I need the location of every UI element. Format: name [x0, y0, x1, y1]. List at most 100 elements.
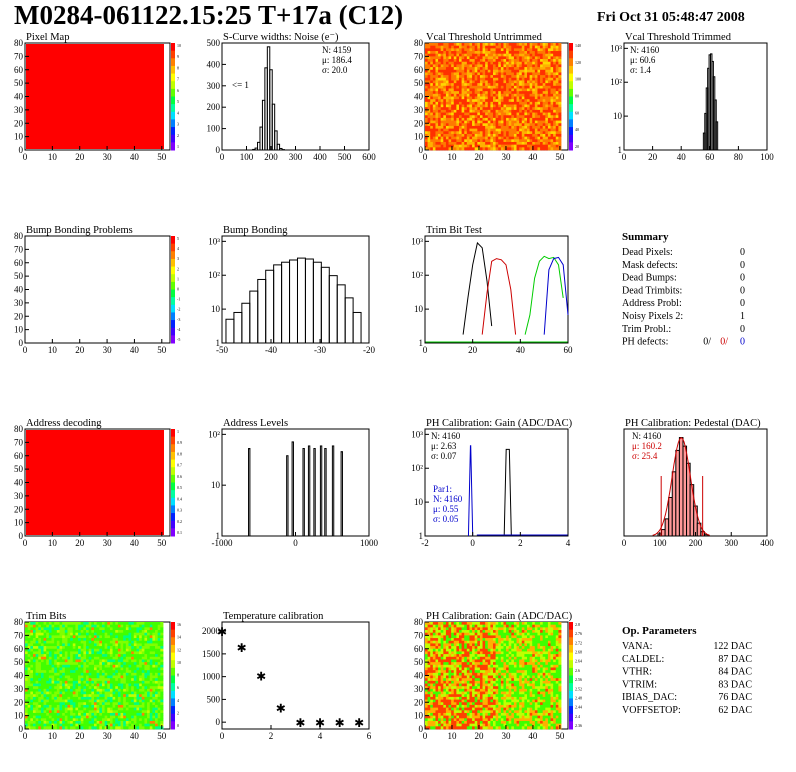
heatmap-cell	[38, 646, 42, 650]
heatmap-cell	[27, 707, 31, 711]
heatmap-cell	[542, 72, 546, 76]
heatmap-cell	[461, 136, 465, 140]
heatmap-cell	[453, 646, 457, 650]
heatmap-cell	[524, 101, 528, 105]
heatmap-cell	[78, 622, 82, 626]
heatmap-cell	[438, 699, 442, 703]
heatmap-cell	[498, 144, 502, 148]
heatmap-cell	[493, 56, 497, 60]
heatmap-cell	[435, 131, 439, 135]
heatmap-cell	[459, 691, 463, 695]
heatmap-cell	[155, 696, 159, 700]
heatmap-cell	[448, 61, 452, 65]
heatmap-cell	[477, 77, 481, 81]
heatmap-cell	[474, 51, 478, 55]
heatmap-cell	[48, 683, 52, 687]
heatmap-cell	[51, 664, 55, 668]
heatmap-cell	[495, 120, 499, 124]
heatmap-cell	[477, 85, 481, 89]
heatmap-cell	[540, 99, 544, 103]
heatmap-cell	[527, 80, 531, 84]
heatmap-cell	[25, 648, 29, 652]
heatmap-cell	[56, 712, 60, 717]
heatmap-cell	[435, 101, 439, 105]
heatmap-cell	[555, 115, 559, 119]
heatmap-cell	[456, 702, 460, 706]
heatmap-cell	[427, 59, 431, 63]
heatmap-cell	[72, 624, 76, 628]
heatmap-cell	[30, 675, 34, 679]
heatmap-cell	[38, 680, 42, 684]
heatmap-cell	[51, 702, 55, 706]
heatmap-cell	[495, 117, 499, 121]
heatmap-cell	[534, 125, 538, 129]
heatmap-cell	[506, 80, 510, 84]
heatmap-cell	[38, 704, 42, 708]
heatmap-cell	[136, 704, 140, 708]
heatmap-cell	[511, 115, 515, 119]
heatmap-cell	[432, 53, 436, 57]
heatmap-cell	[160, 686, 164, 690]
heatmap-cell	[459, 80, 463, 84]
heatmap-cell	[128, 635, 132, 639]
heatmap-cell	[511, 123, 515, 127]
heatmap-cell	[141, 672, 145, 676]
heatmap-cell	[27, 622, 31, 626]
heatmap-cell	[542, 136, 546, 140]
heatmap-cell	[445, 93, 449, 97]
heatmap-cell	[550, 75, 554, 79]
y-tick-label: 50	[14, 271, 24, 281]
heatmap-cell	[464, 147, 468, 151]
heatmap-cell	[115, 691, 119, 695]
heatmap-cell	[490, 115, 494, 119]
heatmap-cell	[466, 125, 470, 129]
heatmap-cell	[54, 672, 58, 676]
heatmap-cell	[101, 627, 106, 631]
heatmap-cell	[80, 664, 84, 668]
heatmap-cell	[445, 99, 449, 103]
heatmap-cell	[38, 635, 42, 639]
heatmap-cell	[59, 720, 63, 725]
heatmap-cell	[425, 678, 429, 682]
heatmap-cell	[157, 699, 161, 703]
heatmap-cell	[534, 64, 538, 68]
heatmap-cell	[104, 630, 108, 634]
heatmap-cell	[516, 69, 520, 73]
heatmap-cell	[453, 702, 457, 706]
heatmap-cell	[101, 715, 106, 719]
heatmap-cell	[495, 96, 499, 100]
heatmap-cell	[120, 659, 124, 663]
heatmap-cell	[133, 720, 137, 725]
heatmap-cell	[438, 651, 442, 655]
heatmap-cell	[160, 688, 164, 692]
heatmap-cell	[529, 141, 533, 146]
heatmap-cell	[54, 702, 58, 706]
heatmap-cell	[456, 99, 460, 103]
palette-cell	[171, 104, 175, 113]
heatmap-cell	[500, 107, 504, 111]
heatmap-cell	[62, 640, 66, 644]
palette-label: 3	[177, 122, 179, 127]
heatmap-cell	[120, 667, 124, 671]
heatmap-cell	[472, 45, 476, 49]
heatmap-cell	[456, 718, 460, 722]
heatmap-cell	[133, 627, 137, 631]
heatmap-cell	[506, 43, 510, 47]
heatmap-cell	[430, 48, 434, 52]
heatmap-cell	[451, 670, 455, 674]
x-tick-label: 10	[447, 152, 457, 162]
heatmap-cell	[438, 630, 442, 634]
heatmap-cell	[144, 656, 148, 660]
heatmap-cell	[141, 670, 145, 674]
heatmap-cell	[490, 67, 494, 71]
heatmap-cell	[506, 139, 510, 143]
heatmap-cell	[40, 680, 44, 684]
heatmap-cell	[25, 664, 29, 668]
heatmap-cell	[508, 93, 512, 97]
heatmap-cell	[112, 672, 116, 676]
heatmap-cell	[534, 99, 538, 103]
heatmap-cell	[513, 67, 517, 71]
heatmap-cell	[524, 136, 528, 140]
palette-cell	[171, 436, 175, 445]
heatmap-cell	[48, 622, 52, 626]
